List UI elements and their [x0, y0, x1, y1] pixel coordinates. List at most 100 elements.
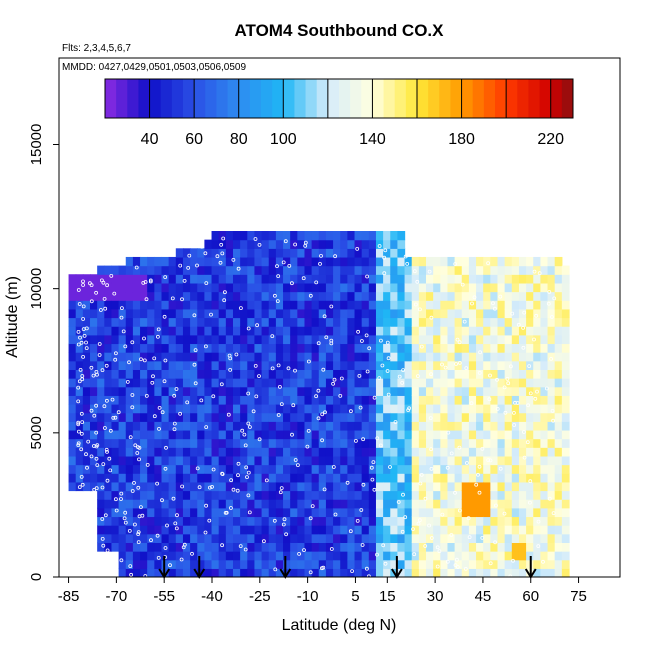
- track-point: [240, 428, 245, 433]
- heatmap-cell: [497, 551, 506, 561]
- heatmap-cell: [440, 507, 449, 518]
- track-point: [138, 505, 143, 510]
- heatmap-cell: [447, 395, 456, 405]
- heatmap-cell: [418, 551, 427, 561]
- heatmap-cell: [547, 404, 556, 414]
- track-point: [360, 543, 365, 547]
- heatmap-cell: [540, 559, 549, 569]
- heatmap-cell: [225, 334, 234, 345]
- heatmap-cell: [311, 464, 320, 474]
- track-point: [79, 340, 84, 345]
- heatmap-cell: [104, 516, 113, 526]
- heatmap-cell: [440, 455, 449, 466]
- heatmap-cell: [197, 291, 205, 301]
- track-point: [257, 242, 262, 247]
- heatmap-cell: [454, 343, 463, 353]
- heatmap-cell: [354, 499, 363, 509]
- track-point: [220, 543, 225, 548]
- heatmap-cell: [118, 542, 127, 552]
- heatmap-cell: [125, 551, 134, 561]
- heatmap-cell: [240, 239, 248, 249]
- heatmap-cell: [168, 317, 177, 327]
- heatmap-cell: [125, 326, 134, 336]
- heatmap-cell: [232, 412, 241, 422]
- track-point: [231, 487, 236, 492]
- heatmap-cell: [383, 404, 391, 414]
- heatmap-cell: [318, 300, 327, 310]
- heatmap-cell: [275, 438, 284, 448]
- heatmap-cell: [168, 369, 177, 379]
- track-point: [85, 465, 89, 470]
- heatmap-cell: [426, 421, 434, 431]
- heatmap-cell: [476, 265, 484, 275]
- heatmap-cell: [261, 412, 270, 422]
- track-point: [308, 570, 313, 575]
- heatmap-cell: [554, 378, 563, 388]
- heatmap-cell: [275, 274, 284, 284]
- heatmap-cell: [547, 352, 556, 362]
- track-point: [172, 393, 177, 398]
- heatmap-cell: [68, 404, 77, 414]
- heatmap-cell: [461, 404, 470, 414]
- heatmap-cell: [361, 412, 370, 422]
- track-point: [111, 415, 116, 420]
- heatmap-cell: [476, 282, 484, 293]
- track-point: [143, 574, 148, 577]
- heatmap-cell: [161, 326, 170, 336]
- heatmap-cell: [383, 490, 391, 500]
- heatmap-cell: [447, 481, 456, 492]
- heatmap-cell: [283, 455, 291, 466]
- track-point: [222, 298, 227, 303]
- heatmap-cell: [325, 525, 334, 535]
- heatmap-cell: [90, 343, 98, 353]
- heatmap-cell: [411, 326, 420, 336]
- heatmap-cell: [154, 317, 163, 327]
- heatmap-cell: [533, 265, 541, 275]
- track-point: [253, 363, 258, 368]
- heatmap-cell: [433, 317, 441, 327]
- heatmap-cell: [333, 378, 341, 388]
- heatmap-cell: [490, 412, 499, 422]
- heatmap-cell: [168, 542, 177, 552]
- heatmap-cell: [111, 481, 120, 492]
- heatmap-cell: [311, 473, 320, 483]
- heatmap-cell: [547, 395, 556, 405]
- track-point: [545, 386, 549, 391]
- heatmap-cell: [483, 334, 491, 345]
- heatmap-cell: [511, 265, 520, 275]
- heatmap-cell: [333, 300, 341, 310]
- heatmap-cell: [426, 256, 434, 267]
- heatmap-cell: [404, 386, 413, 396]
- heatmap-cell: [433, 490, 441, 500]
- heatmap-cell: [261, 481, 270, 492]
- heatmap-cell: [497, 516, 506, 526]
- heatmap-cell: [411, 438, 420, 448]
- heatmap-cell: [554, 516, 563, 526]
- heatmap-cell: [240, 378, 248, 388]
- heatmap-cell: [526, 507, 534, 518]
- heatmap-cell: [190, 429, 198, 440]
- heatmap-cell: [90, 300, 98, 310]
- heatmap-cell: [411, 499, 420, 509]
- heatmap-cell: [426, 282, 434, 293]
- colorbar-segment: [216, 79, 229, 118]
- heatmap-cell: [340, 231, 348, 241]
- heatmap-cell: [240, 473, 248, 483]
- heatmap-cell: [490, 421, 499, 431]
- colorbar-segment: [294, 79, 307, 118]
- heatmap-cell: [161, 404, 170, 414]
- heatmap-cell: [418, 308, 427, 319]
- heatmap-cell: [454, 265, 463, 275]
- heatmap-cell: [275, 334, 284, 345]
- heatmap-cell: [283, 429, 291, 440]
- heatmap-cell: [490, 386, 499, 396]
- heatmap-cell: [347, 239, 356, 249]
- heatmap-cell: [240, 464, 248, 474]
- heatmap-cell: [325, 490, 334, 500]
- track-point: [464, 461, 469, 465]
- heatmap-cell: [232, 542, 241, 552]
- heatmap-cell: [375, 352, 384, 362]
- heatmap-cell: [554, 274, 563, 284]
- heatmap-cell: [111, 447, 120, 457]
- heatmap-cell: [411, 542, 420, 552]
